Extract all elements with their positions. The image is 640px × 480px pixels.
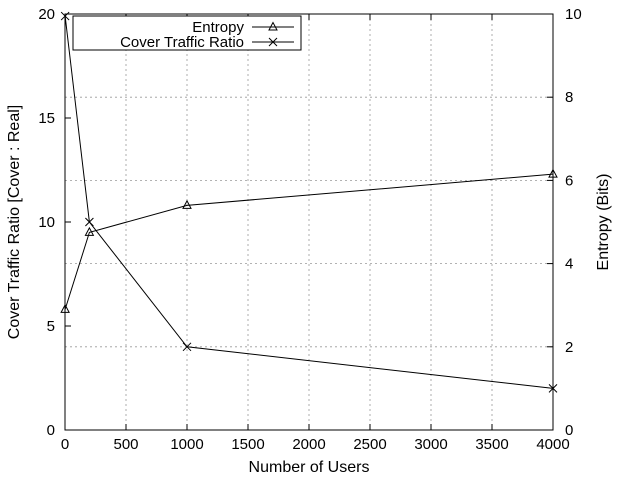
data-point <box>85 217 94 227</box>
tick-marks <box>64 13 554 431</box>
legend-label: Cover Traffic Ratio <box>120 34 244 51</box>
data-point <box>182 199 192 209</box>
x-tick-label: 500 <box>113 436 138 453</box>
right-y-tick-label: 2 <box>565 339 573 356</box>
series-cover-traffic-ratio <box>60 11 558 393</box>
x-tick-label: 3000 <box>414 436 447 453</box>
left-y-tick-label: 10 <box>38 214 55 231</box>
right-y-tick-label: 4 <box>565 256 573 273</box>
right-y-tick-label: 6 <box>565 172 573 189</box>
series-line <box>64 16 554 389</box>
left-y-tick-label: 5 <box>47 318 55 335</box>
data-point <box>182 342 192 352</box>
right-y-tick-label: 8 <box>565 89 573 106</box>
legend-marker <box>268 37 278 47</box>
legend-box <box>72 15 302 51</box>
x-tick-label: 2000 <box>292 436 325 453</box>
x-tick-label: 2500 <box>353 436 386 453</box>
data-point <box>548 384 558 393</box>
legend-label: Entropy <box>192 19 244 36</box>
grid-lines <box>65 14 553 430</box>
legend-marker <box>268 21 278 31</box>
x-axis-label: Number of Users <box>249 459 370 476</box>
right-y-tick-label: 0 <box>565 422 573 439</box>
x-tick-label: 0 <box>61 436 69 453</box>
data-point <box>84 226 95 236</box>
series-line <box>64 173 554 310</box>
x-tick-label: 1000 <box>170 436 203 453</box>
left-y-axis-label: Cover Traffic Ratio [Cover : Real] <box>6 105 23 339</box>
data-point <box>60 11 70 21</box>
x-tick-label: 3500 <box>475 436 508 453</box>
x-tick-label: 4000 <box>536 436 569 453</box>
series-layer <box>60 11 558 393</box>
left-y-tick-label: 15 <box>38 110 55 127</box>
right-y-axis-label: Entropy (Bits) <box>595 174 612 271</box>
left-y-tick-label: 0 <box>47 422 55 439</box>
data-point <box>60 303 70 313</box>
x-tick-label: 1500 <box>231 436 264 453</box>
plot-frame <box>64 13 554 431</box>
right-y-tick-label: 10 <box>565 6 582 23</box>
data-point <box>548 168 558 178</box>
left-y-tick-label: 20 <box>38 6 55 23</box>
series-entropy <box>60 168 558 313</box>
